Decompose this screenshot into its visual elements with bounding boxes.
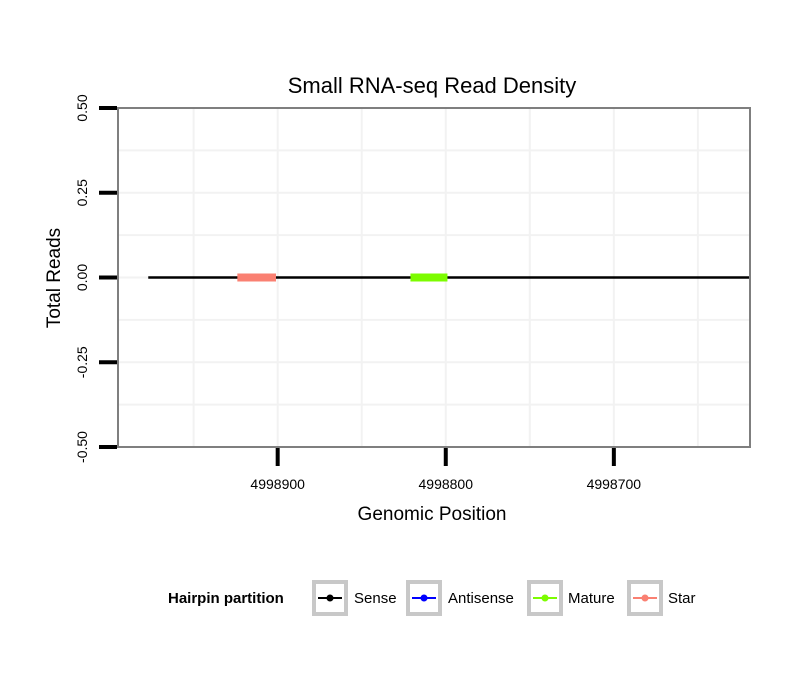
y-tick-label: 0.00 (74, 264, 90, 291)
x-tick-label: 4998800 (419, 476, 474, 492)
legend-item-sense: Sense (312, 580, 397, 616)
x-axis-title: Genomic Position (358, 504, 507, 525)
legend-title: Hairpin partition (168, 590, 284, 607)
legend: Hairpin partition Sense Antisense Mature St… (168, 580, 696, 616)
legend-key-point (641, 594, 649, 602)
legend-item-mature: Mature (527, 580, 615, 616)
legend-label: Star (668, 590, 696, 607)
x-tick-label: 4998700 (587, 476, 642, 492)
legend-key-point (541, 594, 549, 602)
y-tick-label: 0.50 (74, 94, 90, 121)
legend-label: Antisense (448, 590, 514, 607)
legend-key-point (326, 594, 334, 602)
axes: 0.50 0.25 0.00 -0.25 -0.50 4998900 4998800 4998… (74, 94, 641, 492)
legend-item-antisense: Antisense (406, 580, 514, 616)
x-tick-label: 4998900 (250, 476, 305, 492)
legend-items: Sense Antisense Mature Star (312, 580, 696, 616)
panel-border (117, 107, 751, 448)
legend-label: Sense (354, 590, 397, 607)
y-tick-label: 0.25 (74, 179, 90, 206)
chart-title: Small RNA-seq Read Density (288, 73, 577, 98)
legend-item-star: Star (627, 580, 696, 616)
legend-key-point (420, 594, 428, 602)
y-tick-label: -0.25 (74, 346, 90, 378)
y-axis-title: Total Reads (44, 228, 65, 328)
legend-label: Mature (568, 590, 615, 607)
y-tick-label: -0.50 (74, 431, 90, 463)
